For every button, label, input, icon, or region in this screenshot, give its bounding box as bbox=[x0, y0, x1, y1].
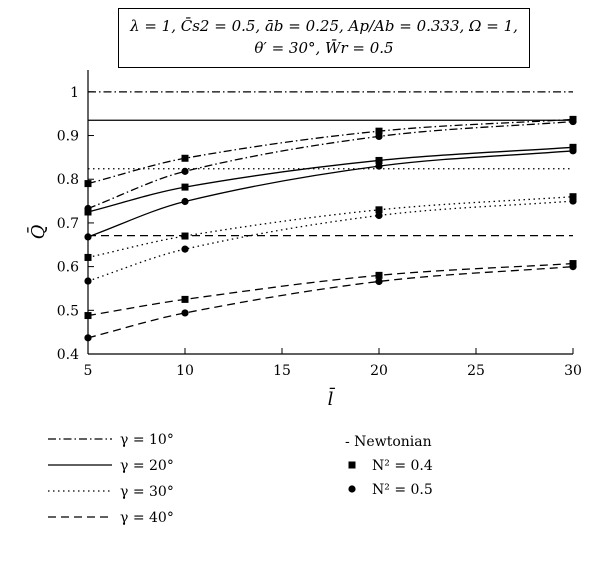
y-tick-label: 0.9 bbox=[57, 129, 79, 145]
data-point bbox=[181, 309, 189, 317]
x-tick-label: 25 bbox=[467, 363, 485, 379]
y-tick-label: 0.5 bbox=[57, 303, 79, 319]
data-point bbox=[84, 334, 92, 342]
data-point bbox=[569, 147, 577, 155]
series-line bbox=[87, 262, 574, 317]
legend-marker bbox=[348, 485, 356, 493]
legend-label: N² = 0.4 bbox=[372, 458, 433, 474]
data-point bbox=[181, 245, 189, 253]
series-line bbox=[87, 200, 574, 282]
data-point bbox=[569, 197, 577, 205]
series-line bbox=[87, 120, 574, 210]
legend-label: γ = 40° bbox=[120, 510, 174, 526]
legend-label: γ = 10° bbox=[120, 432, 174, 448]
y-axis-label: Q̄ bbox=[26, 224, 49, 239]
series-line bbox=[87, 150, 574, 238]
data-point bbox=[84, 253, 92, 261]
data-point bbox=[84, 312, 92, 320]
data-point bbox=[84, 277, 92, 285]
x-tick-label: 30 bbox=[564, 363, 582, 379]
legend-label: - Newtonian bbox=[345, 434, 432, 450]
legend-label: γ = 30° bbox=[120, 484, 174, 500]
series-line bbox=[87, 196, 574, 259]
y-tick-label: 1 bbox=[70, 85, 79, 101]
legend-label: N² = 0.5 bbox=[372, 482, 433, 498]
series-line bbox=[87, 118, 574, 185]
data-point bbox=[84, 233, 92, 241]
series-line bbox=[87, 265, 574, 339]
data-point bbox=[569, 117, 577, 126]
parameter-line-1: λ = 1, C̄s2 = 0.5, āb = 0.25, Ap/Ab = 0.… bbox=[130, 17, 518, 35]
data-point bbox=[181, 295, 189, 303]
x-tick-label: 5 bbox=[84, 363, 93, 379]
parameter-line-2: θ′ = 30°, W̄r = 0.5 bbox=[254, 39, 394, 57]
data-point bbox=[375, 271, 383, 279]
y-tick-label: 0.8 bbox=[57, 172, 79, 188]
data-point bbox=[181, 167, 189, 175]
data-point bbox=[375, 132, 383, 141]
x-tick-label: 15 bbox=[273, 363, 291, 379]
data-point bbox=[181, 154, 189, 162]
series-line bbox=[87, 146, 574, 213]
y-tick-label: 0.6 bbox=[57, 260, 79, 276]
y-tick-label: 0.7 bbox=[57, 216, 79, 232]
data-point bbox=[375, 277, 383, 286]
data-point bbox=[84, 180, 92, 188]
data-point bbox=[84, 208, 92, 216]
data-point bbox=[569, 263, 577, 271]
data-point bbox=[569, 193, 577, 201]
y-tick-label: 0.4 bbox=[57, 347, 79, 363]
data-point bbox=[375, 156, 383, 164]
legend-label: γ = 20° bbox=[120, 458, 174, 474]
data-point bbox=[375, 127, 383, 135]
legend-marker bbox=[348, 461, 356, 469]
x-tick-label: 10 bbox=[176, 363, 194, 379]
data-point bbox=[375, 162, 383, 170]
data-point bbox=[181, 197, 189, 206]
data-point bbox=[375, 211, 383, 220]
parameter-box: λ = 1, C̄s2 = 0.5, āb = 0.25, Ap/Ab = 0.… bbox=[118, 8, 530, 68]
data-point bbox=[375, 206, 383, 214]
x-tick-label: 20 bbox=[370, 363, 388, 379]
data-point bbox=[181, 183, 189, 191]
x-axis-label: l̄ bbox=[328, 386, 336, 410]
